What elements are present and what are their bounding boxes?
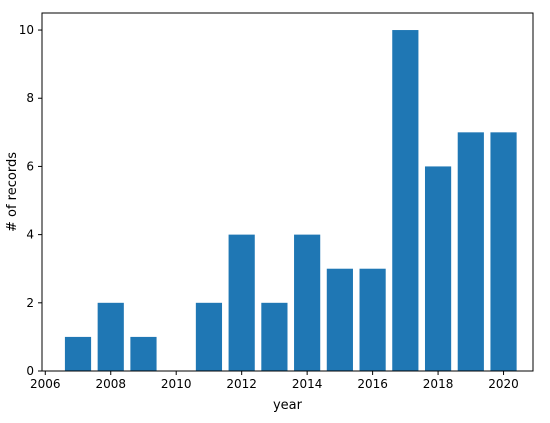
bar-2012 xyxy=(228,234,255,371)
bar-2016 xyxy=(359,268,386,371)
x-tick-label: 2014 xyxy=(292,377,323,391)
x-tick-label: 2018 xyxy=(423,377,454,391)
bars-layer xyxy=(64,30,517,372)
y-tick-label: 0 xyxy=(26,364,34,378)
x-tick-label: 2016 xyxy=(357,377,388,391)
x-tick-label: 2012 xyxy=(226,377,257,391)
y-tick-label: 2 xyxy=(26,296,34,310)
x-tick-label: 2020 xyxy=(488,377,519,391)
y-axis-label: # of records xyxy=(5,152,20,232)
bar-2018 xyxy=(424,166,452,371)
bar-2009 xyxy=(130,336,157,371)
bar-2017 xyxy=(392,30,419,372)
y-tick-label: 8 xyxy=(26,91,34,105)
bar-2015 xyxy=(326,268,353,371)
bar-2011 xyxy=(195,302,223,371)
bar-2008 xyxy=(97,302,124,371)
bar-2013 xyxy=(261,302,288,371)
bar-2019 xyxy=(457,132,484,371)
x-tick-label: 2010 xyxy=(161,377,192,391)
plot-frame xyxy=(41,12,534,372)
bar-2007 xyxy=(64,336,92,371)
x-tick-label: 2008 xyxy=(95,377,126,391)
y-axis-ticks: 0 2 4 6 8 10 xyxy=(19,23,42,378)
x-axis-label: year xyxy=(273,398,303,413)
bar-2014 xyxy=(294,234,321,371)
y-tick-label: 10 xyxy=(19,23,34,37)
x-tick-label: 2006 xyxy=(30,377,61,391)
bar-2020 xyxy=(490,132,517,371)
y-tick-label: 4 xyxy=(26,228,34,242)
y-tick-label: 6 xyxy=(26,159,34,173)
x-axis-ticks: 2006 2008 2010 2012 2014 2016 2018 2020 xyxy=(30,371,519,391)
